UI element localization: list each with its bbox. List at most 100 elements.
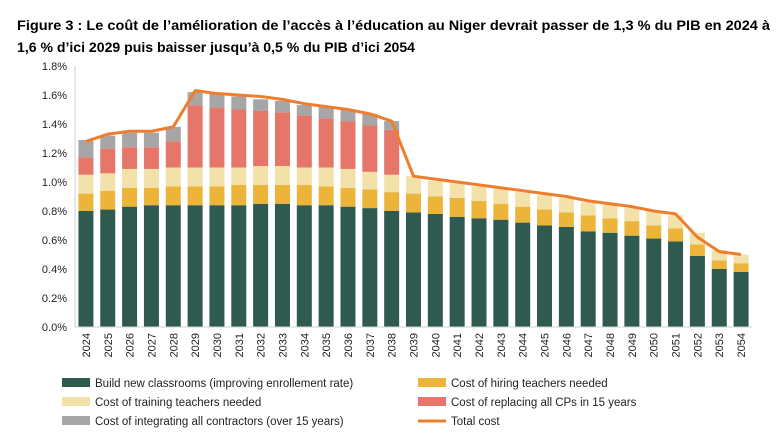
bar-segment-3-2031 [231,109,247,168]
bar-segment-1-2027 [143,187,159,206]
bar-segment-2-2044 [515,192,531,207]
bar-segment-0-2035 [318,205,334,327]
bar-segment-0-2030 [209,205,225,327]
x-tick-label: 2032 [256,333,268,357]
bar-segment-2-2033 [274,166,290,185]
y-tick-label: 0.0% [42,322,67,334]
bar-segment-3-2029 [187,105,203,168]
bar-segment-4-2038 [384,121,400,130]
x-tick-label: 2024 [81,333,93,357]
bar-segment-4-2031 [231,96,247,110]
bar-segment-2-2037 [362,171,378,190]
bar-segment-2-2048 [602,203,618,219]
bar-segment-1-2036 [340,187,356,207]
legend-swatch [418,378,446,387]
bar-segment-2-2035 [318,167,334,187]
x-tick-label: 2045 [540,333,552,357]
x-tick-label: 2054 [736,333,748,357]
legend-swatch [418,397,446,406]
bar-segment-1-2025 [100,190,116,210]
bar-segment-4-2026 [122,132,138,148]
bar-segment-0-2033 [274,203,290,327]
bar-segment-1-2028 [165,186,181,206]
bar-segment-0-2034 [296,205,312,327]
bar-segment-2-2024 [78,174,94,194]
bar-segment-2-2054 [733,254,749,264]
bar-segment-1-2047 [580,215,596,232]
bar-segment-2-2036 [340,168,356,188]
y-tick-label: 0.6% [42,235,67,247]
x-tick-label: 2035 [321,333,333,357]
x-tick-label: 2038 [387,333,399,357]
x-tick-label: 2030 [212,333,224,357]
y-tick-label: 0.8% [42,206,67,218]
bar-segment-0-2043 [493,219,509,327]
bar-segment-4-2036 [340,109,356,122]
x-tick-label: 2026 [125,333,137,357]
x-tick-label: 2046 [561,333,573,357]
bar-segment-0-2025 [100,209,116,327]
bar-segment-4-2032 [253,99,269,111]
bar-segment-1-2052 [689,244,705,256]
bar-segment-1-2037 [362,189,378,209]
x-tick-label: 2053 [714,333,726,357]
x-tick-label: 2047 [583,333,595,357]
y-tick-label: 0.4% [42,264,67,276]
bar-segment-0-2052 [689,255,705,327]
bar-segment-1-2048 [602,218,618,233]
bars [78,92,749,327]
bar-segment-2-2046 [558,197,574,213]
bar-segment-1-2030 [209,186,225,206]
bar-segment-0-2048 [602,232,618,327]
bar-segment-2-2026 [122,168,138,188]
bar-segment-2-2038 [384,174,400,193]
bar-segment-2-2028 [165,167,181,187]
bar-segment-0-2029 [187,205,203,327]
bar-segment-0-2038 [384,211,400,327]
x-tick-label: 2043 [496,333,508,357]
bar-segment-0-2053 [711,269,727,327]
bar-segment-0-2050 [646,238,662,327]
y-tick-label: 1.2% [42,148,67,160]
bar-segment-4-2037 [362,113,378,126]
bar-segment-1-2026 [122,187,138,207]
bar-segment-3-2027 [143,147,159,169]
x-tick-label: 2040 [430,333,442,357]
bar-segment-3-2026 [122,147,138,169]
bar-segment-3-2024 [78,157,94,175]
bar-segment-3-2030 [209,108,225,168]
x-tick-label: 2039 [409,333,421,357]
x-tick-label: 2036 [343,333,355,357]
bar-segment-2-2034 [296,167,312,185]
bar-segment-1-2044 [515,206,531,223]
legend-label: Cost of training teachers needed [95,397,261,409]
x-tick-label: 2025 [103,333,115,357]
bar-segment-0-2028 [165,205,181,327]
bar-segment-4-2025 [100,135,116,149]
y-tick-label: 1.4% [42,119,67,131]
bar-segment-2-2050 [646,211,662,226]
bar-segment-0-2032 [253,203,269,327]
bar-segment-1-2035 [318,186,334,206]
bar-segment-1-2031 [231,184,247,206]
bar-segment-0-2042 [471,218,487,327]
legend-swatch [62,378,90,387]
x-tick-label: 2041 [452,333,464,357]
x-tick-label: 2048 [605,333,617,357]
bar-segment-3-2034 [296,115,312,168]
chart-title-line2: 1,6 % d’ici 2029 puis baisser jusqu’à 0,… [17,39,415,55]
x-tick-label: 2028 [168,333,180,357]
bar-segment-4-2027 [143,132,159,148]
bar-segment-1-2051 [668,228,684,242]
bar-segment-1-2042 [471,200,487,219]
bar-segment-3-2038 [384,129,400,175]
bar-segment-0-2040 [427,213,443,327]
bar-segment-2-2030 [209,167,225,187]
bar-segment-2-2053 [711,250,727,261]
x-tick-label: 2052 [692,333,704,357]
legend-label: Cost of hiring teachers needed [451,378,608,390]
bar-segment-2-2029 [187,167,203,187]
bar-segment-1-2049 [624,221,640,236]
bar-segment-1-2046 [558,212,574,227]
y-tick-label: 1.6% [42,90,67,102]
